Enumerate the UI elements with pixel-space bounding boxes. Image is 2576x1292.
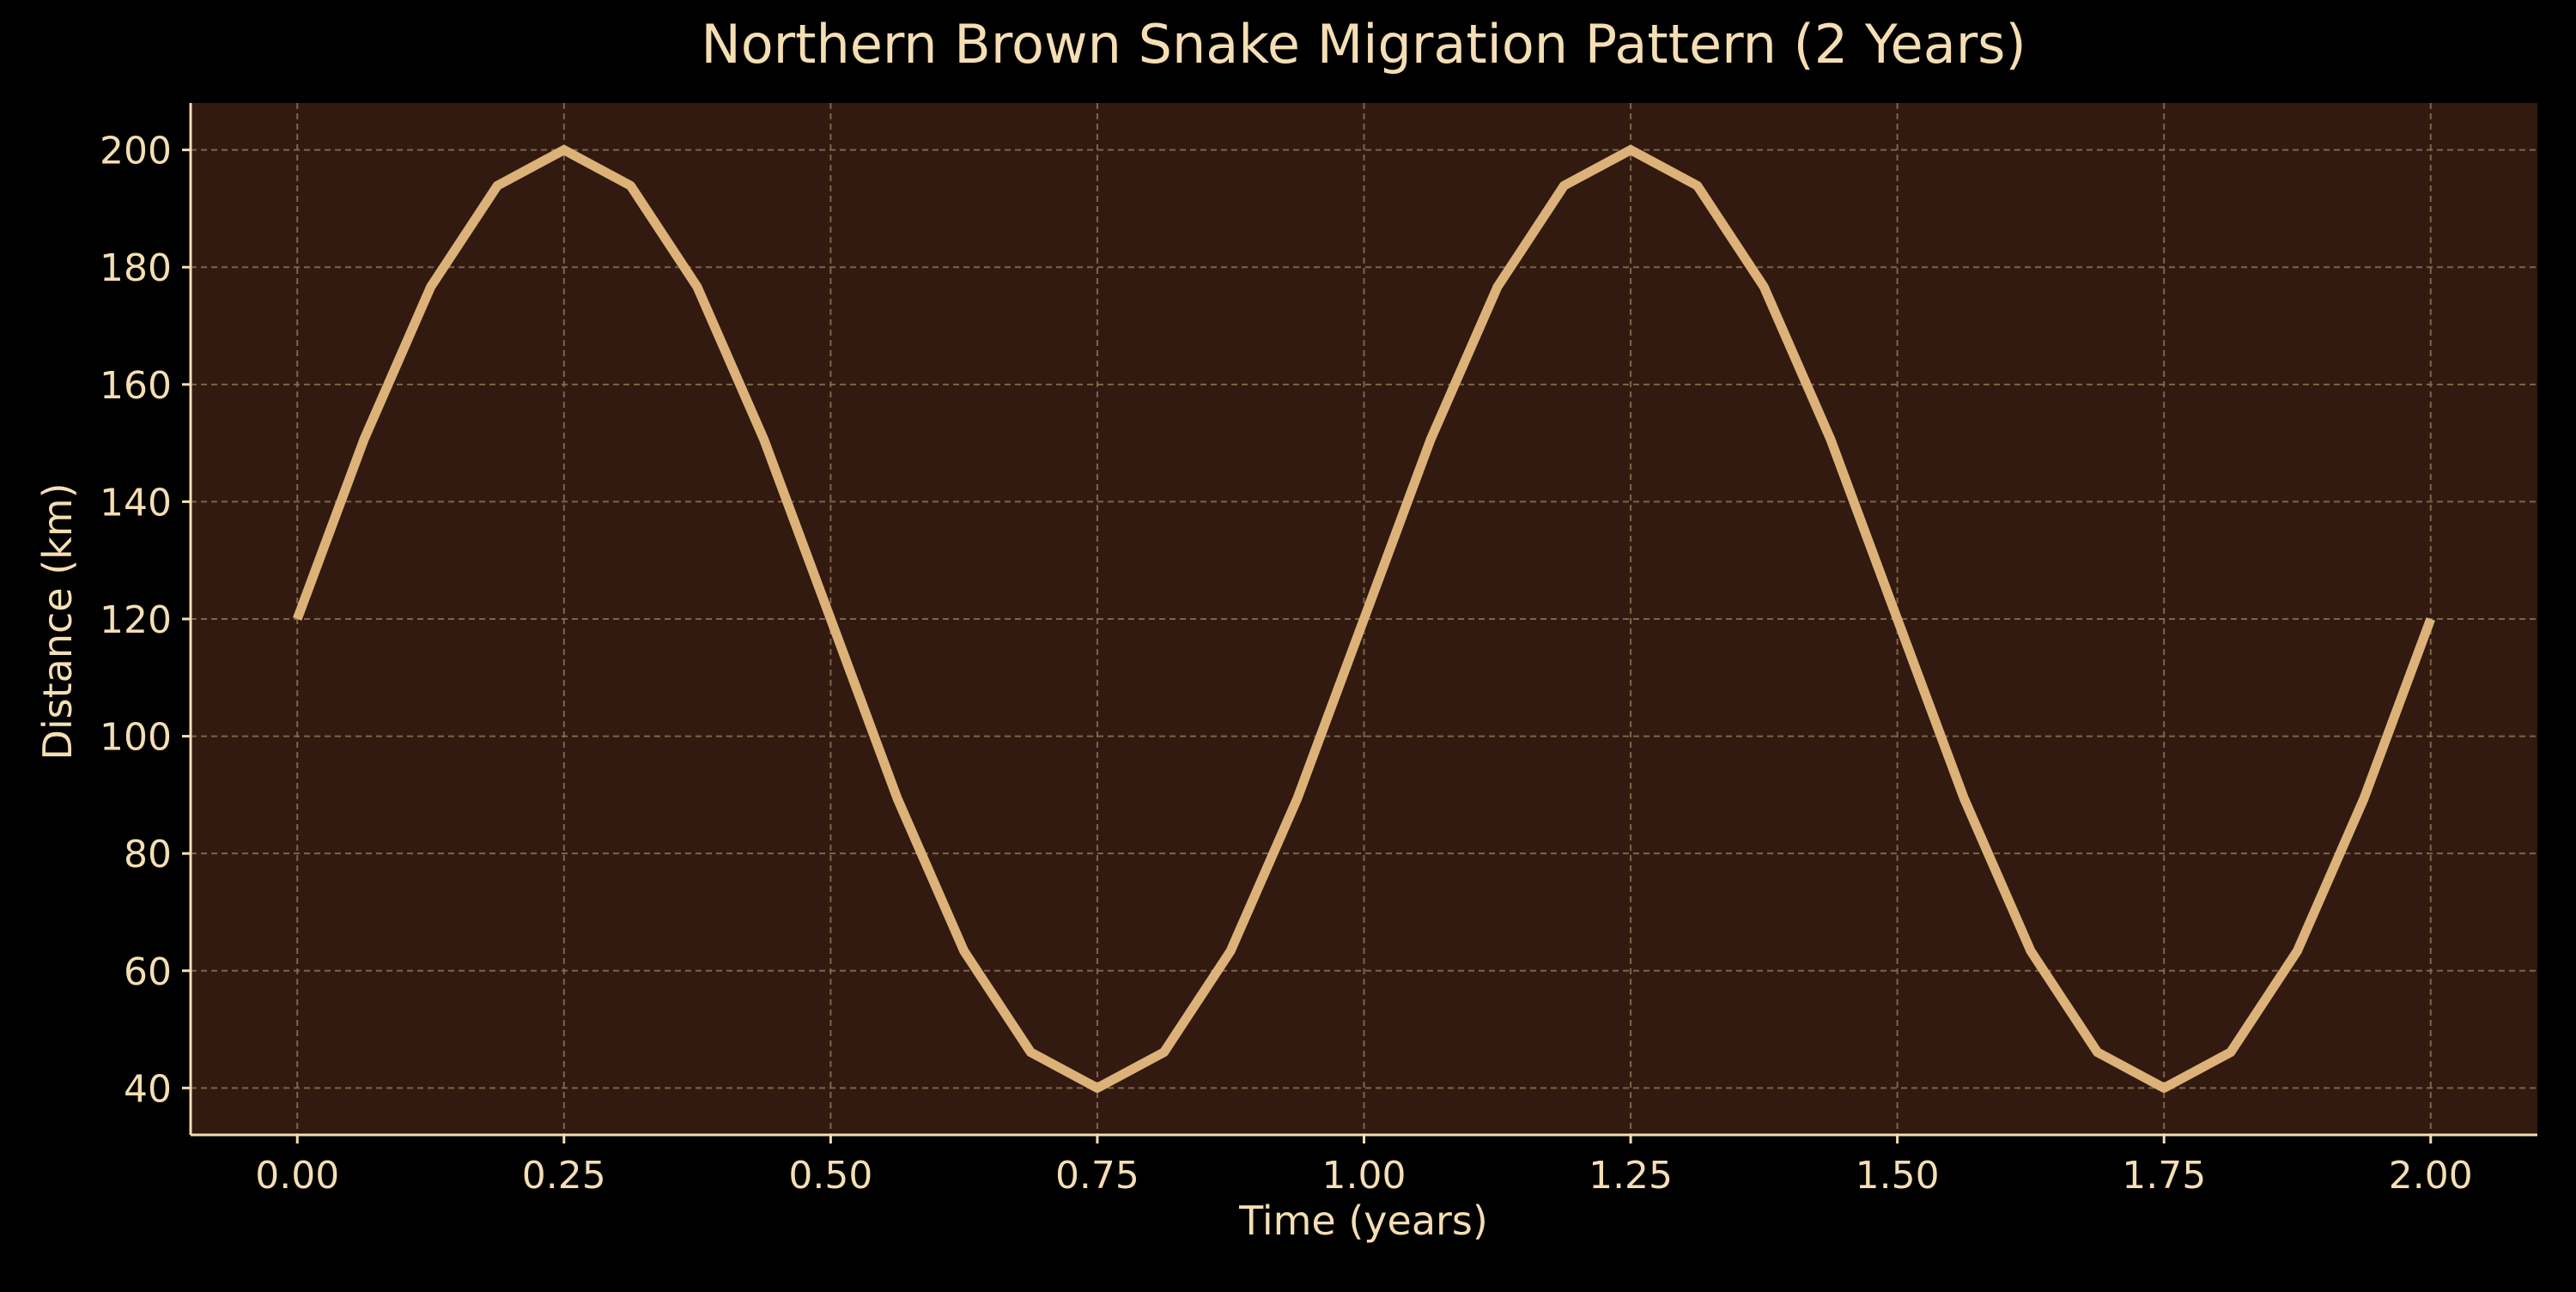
y-tick-label: 140 <box>100 481 172 525</box>
y-tick-label: 200 <box>100 130 172 173</box>
chart-title: Northern Brown Snake Migration Pattern (… <box>701 13 2026 76</box>
x-tick-label: 2.00 <box>2389 1154 2473 1198</box>
x-tick-label: 1.25 <box>1589 1154 1673 1198</box>
x-tick-label: 1.75 <box>2122 1154 2206 1198</box>
y-tick-label: 40 <box>124 1067 172 1111</box>
x-tick-label: 0.00 <box>255 1154 339 1198</box>
x-tick-label: 0.50 <box>788 1154 872 1198</box>
y-tick-label: 180 <box>100 246 172 290</box>
y-axis-ticks: 40 60 80 100 120 140 160 180 200 <box>100 130 191 1111</box>
x-tick-label: 1.50 <box>1856 1154 1940 1198</box>
y-tick-label: 60 <box>124 950 172 994</box>
series-line <box>293 145 2435 1093</box>
y-tick-label: 120 <box>100 598 172 642</box>
y-tick-label: 160 <box>100 364 172 408</box>
x-tick-label: 1.00 <box>1322 1154 1406 1198</box>
y-tick-label: 100 <box>100 716 172 760</box>
x-tick-label: 0.25 <box>522 1154 606 1198</box>
y-tick-label: 80 <box>124 833 172 876</box>
x-axis-ticks: 0.00 0.25 0.50 0.75 1.00 1.25 1.50 1.75 2.00 <box>255 1135 2473 1198</box>
x-tick-label: 0.75 <box>1055 1154 1139 1198</box>
x-axis-label: Time (years) <box>1238 1198 1488 1244</box>
y-axis-label: Distance (km) <box>34 482 81 760</box>
